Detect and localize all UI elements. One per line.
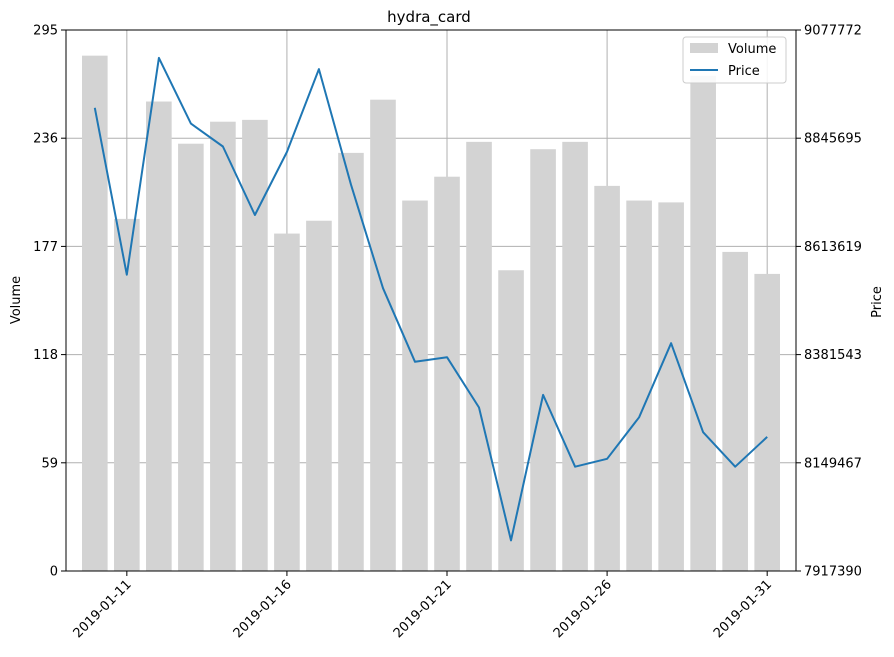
volume-bar bbox=[690, 75, 716, 571]
price-line-series bbox=[93, 56, 768, 542]
left-tick-label: 59 bbox=[41, 456, 58, 471]
chart-title: hydra_card bbox=[387, 8, 471, 27]
volume-bar bbox=[370, 99, 396, 571]
volume-bar bbox=[402, 200, 428, 571]
volume-bar bbox=[498, 270, 524, 571]
legend-volume-swatch bbox=[690, 43, 718, 53]
volume-bar bbox=[434, 176, 460, 572]
left-tick-label: 295 bbox=[33, 24, 58, 39]
volume-bars bbox=[82, 55, 780, 572]
right-tick-label: 8381543 bbox=[804, 348, 862, 363]
volume-bar bbox=[146, 101, 172, 571]
volume-bar bbox=[466, 141, 492, 571]
left-tick-label: 236 bbox=[33, 132, 58, 147]
volume-bar bbox=[562, 141, 588, 571]
left-tick-label: 118 bbox=[33, 348, 58, 363]
right-tick-label: 7917390 bbox=[804, 565, 862, 580]
right-tick-label: 8613619 bbox=[804, 240, 862, 255]
volume-bar bbox=[178, 143, 204, 571]
legend-price-label: Price bbox=[728, 64, 760, 79]
volume-bar bbox=[114, 218, 140, 571]
price-line bbox=[93, 56, 768, 542]
left-axis-label: Volume bbox=[9, 276, 24, 324]
right-tick-label: 8845695 bbox=[804, 132, 862, 147]
right-axis-ticks: 7917390 8149467 8381543 8613619 8845695 90777… bbox=[796, 24, 862, 580]
volume-bar bbox=[658, 202, 684, 571]
volume-bar bbox=[338, 152, 364, 571]
volume-bar bbox=[530, 149, 556, 572]
volume-bar bbox=[242, 119, 268, 571]
right-axis-label: Price bbox=[870, 286, 885, 318]
plot-frame bbox=[65, 29, 797, 572]
left-tick-label: 177 bbox=[33, 240, 58, 255]
legend-volume-label: Volume bbox=[728, 42, 776, 57]
legend: Volume Price bbox=[682, 36, 787, 84]
volume-bar bbox=[626, 200, 652, 571]
volume-bar bbox=[594, 185, 620, 572]
left-axis-ticks: 0 59 118 177 236 295 bbox=[33, 24, 66, 580]
volume-bar bbox=[82, 55, 108, 572]
right-tick-label: 9077772 bbox=[804, 24, 862, 39]
volume-bar bbox=[754, 273, 780, 571]
volume-bar bbox=[210, 121, 236, 571]
volume-bar bbox=[722, 251, 748, 572]
volume-bar bbox=[274, 233, 300, 571]
volume-bar bbox=[306, 220, 332, 572]
left-tick-label: 0 bbox=[50, 565, 58, 580]
right-tick-label: 8149467 bbox=[804, 456, 862, 471]
